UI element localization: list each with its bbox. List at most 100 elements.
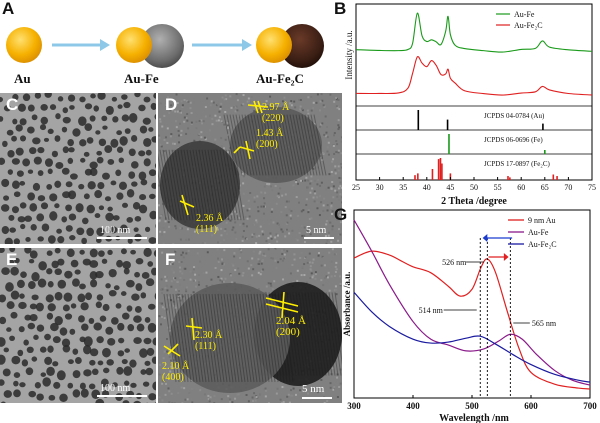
noise-speck [286, 250, 289, 253]
noise-speck [259, 250, 262, 253]
noise-speck [194, 279, 197, 282]
noise-speck [174, 105, 177, 108]
lattice-fringe [256, 293, 270, 383]
nanoparticle [3, 195, 10, 201]
nanoparticle [6, 301, 15, 310]
nanoparticle [29, 313, 38, 322]
noise-speck [296, 239, 299, 242]
noise-speck [262, 388, 265, 391]
nanoparticle [19, 382, 26, 388]
nanoparticle [19, 118, 27, 126]
nanoparticle [57, 258, 65, 266]
nanoparticle [30, 224, 37, 231]
noise-speck [268, 222, 271, 225]
uvvis-series-0 [353, 250, 591, 390]
noise-speck [334, 165, 337, 168]
lattice-fringe [325, 292, 339, 376]
noise-speck [177, 290, 180, 293]
nanoparticle [29, 203, 38, 212]
noise-speck [310, 109, 313, 112]
noise-speck [226, 121, 229, 124]
noise-speck [165, 382, 168, 385]
noise-speck [222, 239, 225, 242]
noise-speck [183, 387, 186, 390]
noise-speck [330, 373, 333, 376]
nanoparticle [57, 279, 67, 289]
nanoparticle [107, 206, 113, 212]
nanoparticle [135, 283, 143, 291]
noise-speck [264, 103, 267, 106]
noise-speck [335, 96, 338, 99]
noise-speck [161, 143, 164, 146]
noise-speck [308, 217, 311, 220]
noise-speck [300, 210, 303, 213]
nanoparticle [117, 322, 125, 331]
noise-speck [223, 123, 226, 126]
noise-speck [200, 255, 203, 258]
noise-speck [225, 98, 228, 101]
noise-speck [316, 166, 319, 169]
nanoparticle [72, 278, 80, 287]
nanoparticle [106, 359, 114, 366]
nanoparticle [13, 238, 20, 244]
nanoparticle [117, 350, 125, 357]
nanoparticle [1, 225, 10, 235]
noise-speck [161, 382, 164, 385]
lattice-fringe [295, 292, 309, 376]
noise-speck [290, 104, 293, 107]
noise-speck [264, 387, 267, 390]
noise-speck [158, 219, 161, 222]
noise-speck [264, 191, 267, 194]
noise-speck [320, 93, 323, 96]
lattice-fringe [222, 149, 236, 221]
noise-speck [339, 214, 342, 217]
nanoparticle [27, 192, 35, 201]
noise-speck [235, 238, 238, 241]
noise-speck [176, 280, 179, 283]
nanoparticle [151, 136, 156, 143]
nanoparticle [31, 114, 38, 121]
noise-speck [310, 175, 313, 178]
nanoparticle [109, 226, 118, 234]
noise-speck [289, 102, 292, 105]
noise-speck [339, 382, 342, 385]
noise-speck [170, 280, 173, 283]
noise-speck [213, 402, 216, 403]
noise-speck [337, 98, 340, 101]
nanoparticle [70, 173, 78, 180]
noise-speck [338, 176, 341, 179]
noise-speck [163, 363, 166, 366]
nanoparticle [138, 171, 147, 181]
noise-speck [159, 302, 162, 305]
lattice-fringe [189, 149, 203, 221]
noise-speck [237, 120, 240, 123]
noise-speck [234, 210, 237, 213]
noise-speck [162, 242, 165, 244]
noise-speck [310, 179, 313, 182]
lattice-marker [247, 104, 269, 108]
nanoparticle [95, 301, 102, 309]
nanoparticle [140, 179, 148, 186]
noise-speck [208, 398, 211, 401]
nanoparticle [89, 260, 99, 268]
nanoparticle [29, 147, 37, 155]
nanoparticle [66, 248, 75, 258]
nanoparticle [83, 336, 93, 347]
noise-speck [197, 283, 200, 286]
lattice-fringe [271, 114, 285, 176]
noise-speck [310, 95, 313, 98]
noise-speck [312, 167, 315, 170]
noise-speck [236, 109, 239, 112]
noise-speck [178, 141, 181, 144]
nanoparticle [3, 347, 10, 353]
noise-speck [314, 192, 317, 195]
noise-speck [165, 217, 168, 220]
noise-speck [327, 186, 330, 189]
x-tick-label: 50 [470, 183, 478, 192]
nanoparticle [67, 94, 76, 102]
nanoparticle [122, 260, 131, 270]
nanoparticle [46, 250, 53, 256]
lattice-marker [185, 325, 203, 329]
noise-speck [168, 151, 171, 154]
nanoparticle [101, 258, 108, 264]
